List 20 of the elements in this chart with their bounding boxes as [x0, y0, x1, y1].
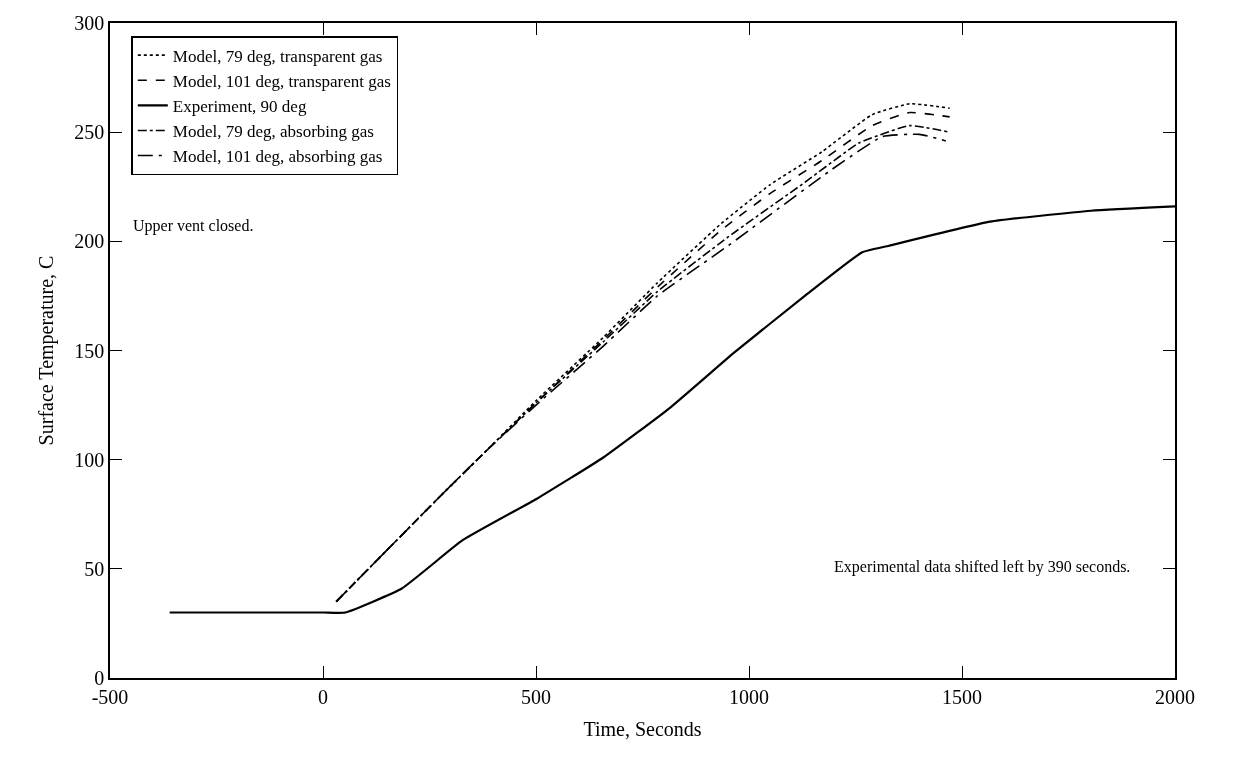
y-tick-label: 200 [74, 230, 105, 253]
legend-label: Model, 101 deg, transparent gas [172, 71, 391, 91]
x-tick-label: 500 [521, 685, 551, 708]
annotation: Upper vent closed. [133, 217, 254, 235]
y-tick-label: 100 [74, 448, 105, 471]
x-axis-title: Time, Seconds [583, 717, 702, 740]
y-tick-label: 300 [74, 12, 105, 34]
y-tick-label: 150 [74, 339, 105, 362]
y-axis-title: Surface Temperature, C [35, 255, 59, 446]
legend-label: Model, 79 deg, transparent gas [172, 46, 383, 66]
y-tick-label: 250 [74, 121, 105, 144]
x-tick-label: 1000 [729, 685, 769, 708]
y-tick-label: 50 [84, 557, 105, 580]
legend-label: Experiment, 90 deg [172, 96, 307, 116]
legend-label: Model, 79 deg, absorbing gas [172, 122, 374, 142]
annotation: Experimental data shifted left by 390 seconds. [834, 558, 1131, 576]
x-tick-label: 2000 [1155, 685, 1195, 708]
x-tick-label: 1500 [942, 685, 982, 708]
x-tick-label: 0 [318, 685, 328, 708]
legend-label: Model, 101 deg, absorbing gas [172, 147, 383, 167]
